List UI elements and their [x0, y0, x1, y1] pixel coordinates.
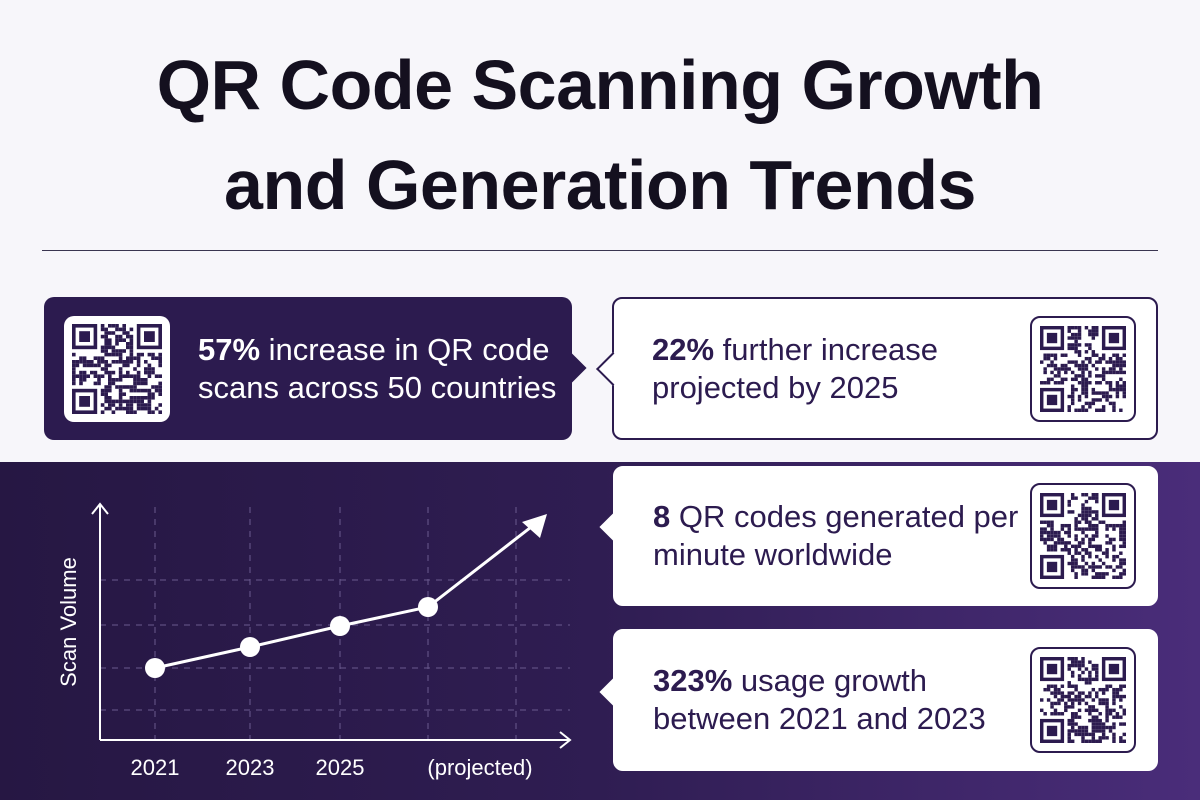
growth-chart: Scan Volume 2021 2023 2025 (projected) — [56, 502, 572, 780]
qr-code-icon — [64, 315, 170, 422]
data-point-2023 — [240, 637, 260, 657]
x-tick-label: 2025 — [316, 755, 365, 780]
trend-line — [154, 522, 536, 670]
stat-value: 8 — [653, 499, 671, 534]
title-line-2: and Generation Trends — [224, 146, 976, 224]
x-tick-label: (projected) — [427, 755, 532, 780]
chart-grid — [100, 507, 570, 740]
data-point-2021 — [145, 658, 165, 678]
x-axis-arrow-icon — [559, 731, 572, 749]
trend-arrow-icon — [522, 514, 547, 538]
stat-card-usage-growth: 323% usage growth between 2021 and 2023 — [599, 629, 1158, 771]
stat-card-scan-increase: 57% increase in QR code scans across 50 … — [44, 297, 587, 440]
stat-value: 22% — [652, 331, 715, 367]
data-point-projected — [418, 597, 438, 617]
divider — [42, 250, 1158, 251]
x-tick-label: 2023 — [226, 755, 275, 780]
stat-text: increase in QR code scans across 50 coun… — [198, 331, 557, 405]
y-axis-label: Scan Volume — [56, 557, 81, 687]
stat-value: 323% — [653, 663, 733, 698]
qr-code-icon — [1030, 647, 1136, 753]
qr-code-icon — [1030, 483, 1136, 589]
title-line-1: QR Code Scanning Growth — [156, 46, 1044, 124]
callout-pointer — [596, 352, 630, 386]
data-point-2025 — [330, 616, 350, 636]
stat-card-codes-per-minute: 8 QR codes generated per minute worldwid… — [599, 466, 1158, 606]
x-tick-label: 2021 — [131, 755, 180, 780]
stat-text: QR codes generated per minute worldwide — [653, 499, 1019, 572]
stat-value: 57% — [198, 331, 261, 367]
stat-text: further increase projected by 2025 — [652, 331, 939, 405]
stat-card-projected-increase: 22% further increase projected by 2025 — [596, 297, 1158, 440]
qr-code-icon — [1030, 315, 1136, 422]
y-axis-arrow-icon — [91, 502, 109, 515]
stat-text: usage growth between 2021 and 2023 — [653, 663, 986, 736]
